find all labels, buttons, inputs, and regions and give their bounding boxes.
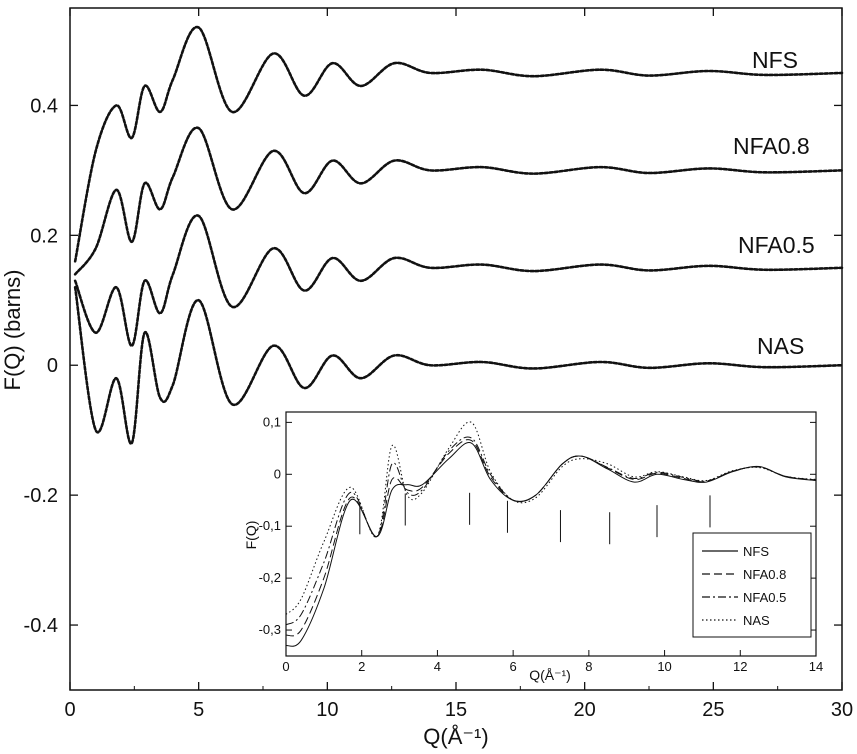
main-x-tick-label: 20 bbox=[574, 699, 596, 721]
inset-x-axis-title: Q(Å⁻¹) bbox=[529, 667, 571, 683]
main-x-tick-label: 10 bbox=[316, 699, 338, 721]
main-y-ticks: -0.4 -0.2 0 0.2 0.4 bbox=[24, 95, 842, 637]
series-tag-nas: NAS bbox=[757, 333, 804, 359]
inset-plot: 0 2 4 6 8 10 12 14 0,1 0 -0,1 -0,2 -0,3 Q(Å⁻¹) F(Q)… bbox=[243, 411, 823, 683]
series-line-nfa0-5-exp bbox=[73, 214, 844, 348]
inset-series-line-nfa0-5 bbox=[285, 436, 817, 626]
main-y-tick-label: -0.4 bbox=[24, 615, 58, 637]
legend-label-nfa0-8: NFA0.8 bbox=[743, 567, 786, 582]
inset-y-tick-label: 0 bbox=[274, 466, 281, 481]
main-plot: 0 5 10 15 20 25 30 -0.4-0.200.20.4 NFSNFA0.8NF… bbox=[0, 7, 853, 749]
inset-x-tick-label: 12 bbox=[733, 659, 747, 674]
inset-x-tick-label: 4 bbox=[434, 659, 441, 674]
main-series-group bbox=[73, 26, 844, 445]
inset-x-tick-label: 14 bbox=[809, 659, 823, 674]
series-tag-nfa0-5: NFA0.5 bbox=[738, 232, 815, 258]
inset-series-line-nas bbox=[285, 421, 817, 615]
main-x-tick-label: 30 bbox=[831, 699, 853, 721]
main-y-tick-label: 0.2 bbox=[30, 225, 58, 247]
series-line-nfa0-8-exp bbox=[73, 126, 844, 276]
inset-x-tick-label: 6 bbox=[510, 659, 517, 674]
main-y-tick-label: -0.2 bbox=[24, 485, 58, 507]
series-tag-nfa0-8: NFA0.8 bbox=[733, 133, 810, 159]
main-y-axis-title: F(Q) (barns) bbox=[0, 270, 25, 391]
main-x-tick-label: 0 bbox=[64, 699, 75, 721]
inset-y-ticks: 0,1 0 -0,1 -0,2 -0,3 bbox=[259, 414, 816, 637]
main-x-ticks: 0 5 10 15 20 25 30 bbox=[64, 8, 853, 721]
series-line-nas-exp bbox=[73, 286, 844, 445]
inset-y-tick-label: -0,1 bbox=[259, 518, 281, 533]
inset-y-axis-title: F(Q) bbox=[243, 521, 259, 550]
inset-x-ticks: 0 2 4 6 8 10 12 14 bbox=[282, 650, 823, 674]
series-line-nfs-exp bbox=[73, 26, 844, 263]
inset-series-group bbox=[285, 421, 817, 647]
main-x-tick-label: 5 bbox=[193, 699, 204, 721]
legend-box bbox=[692, 532, 812, 638]
main-x-tick-label: 15 bbox=[445, 699, 467, 721]
inset-x-tick-label: 10 bbox=[657, 659, 671, 674]
main-x-axis-title: Q(Å⁻¹) bbox=[423, 724, 488, 749]
main-x-tick-label: 25 bbox=[702, 699, 724, 721]
series-tag-nfs: NFS bbox=[752, 47, 798, 73]
main-series-tags: NFS NFA0.8 NFA0.5 NAS bbox=[733, 47, 815, 359]
inset-y-tick-label: -0,3 bbox=[259, 622, 281, 637]
inset-y-tick-label: 0,1 bbox=[263, 414, 281, 429]
legend-label-nfa0-5: NFA0.5 bbox=[743, 590, 786, 605]
main-y-tick-label: 0.4 bbox=[30, 95, 58, 117]
legend-label-nfs: NFS bbox=[743, 544, 769, 559]
inset-x-tick-label: 0 bbox=[282, 659, 289, 674]
inset-legend: NFS NFA0.8 NFA0.5 NAS bbox=[692, 532, 812, 638]
legend-label-nas: NAS bbox=[743, 613, 770, 628]
main-y-tick-label: 0 bbox=[47, 355, 58, 377]
inset-y-tick-label: -0,2 bbox=[259, 570, 281, 585]
inset-x-tick-label: 2 bbox=[358, 659, 365, 674]
inset-x-tick-label: 8 bbox=[585, 659, 592, 674]
